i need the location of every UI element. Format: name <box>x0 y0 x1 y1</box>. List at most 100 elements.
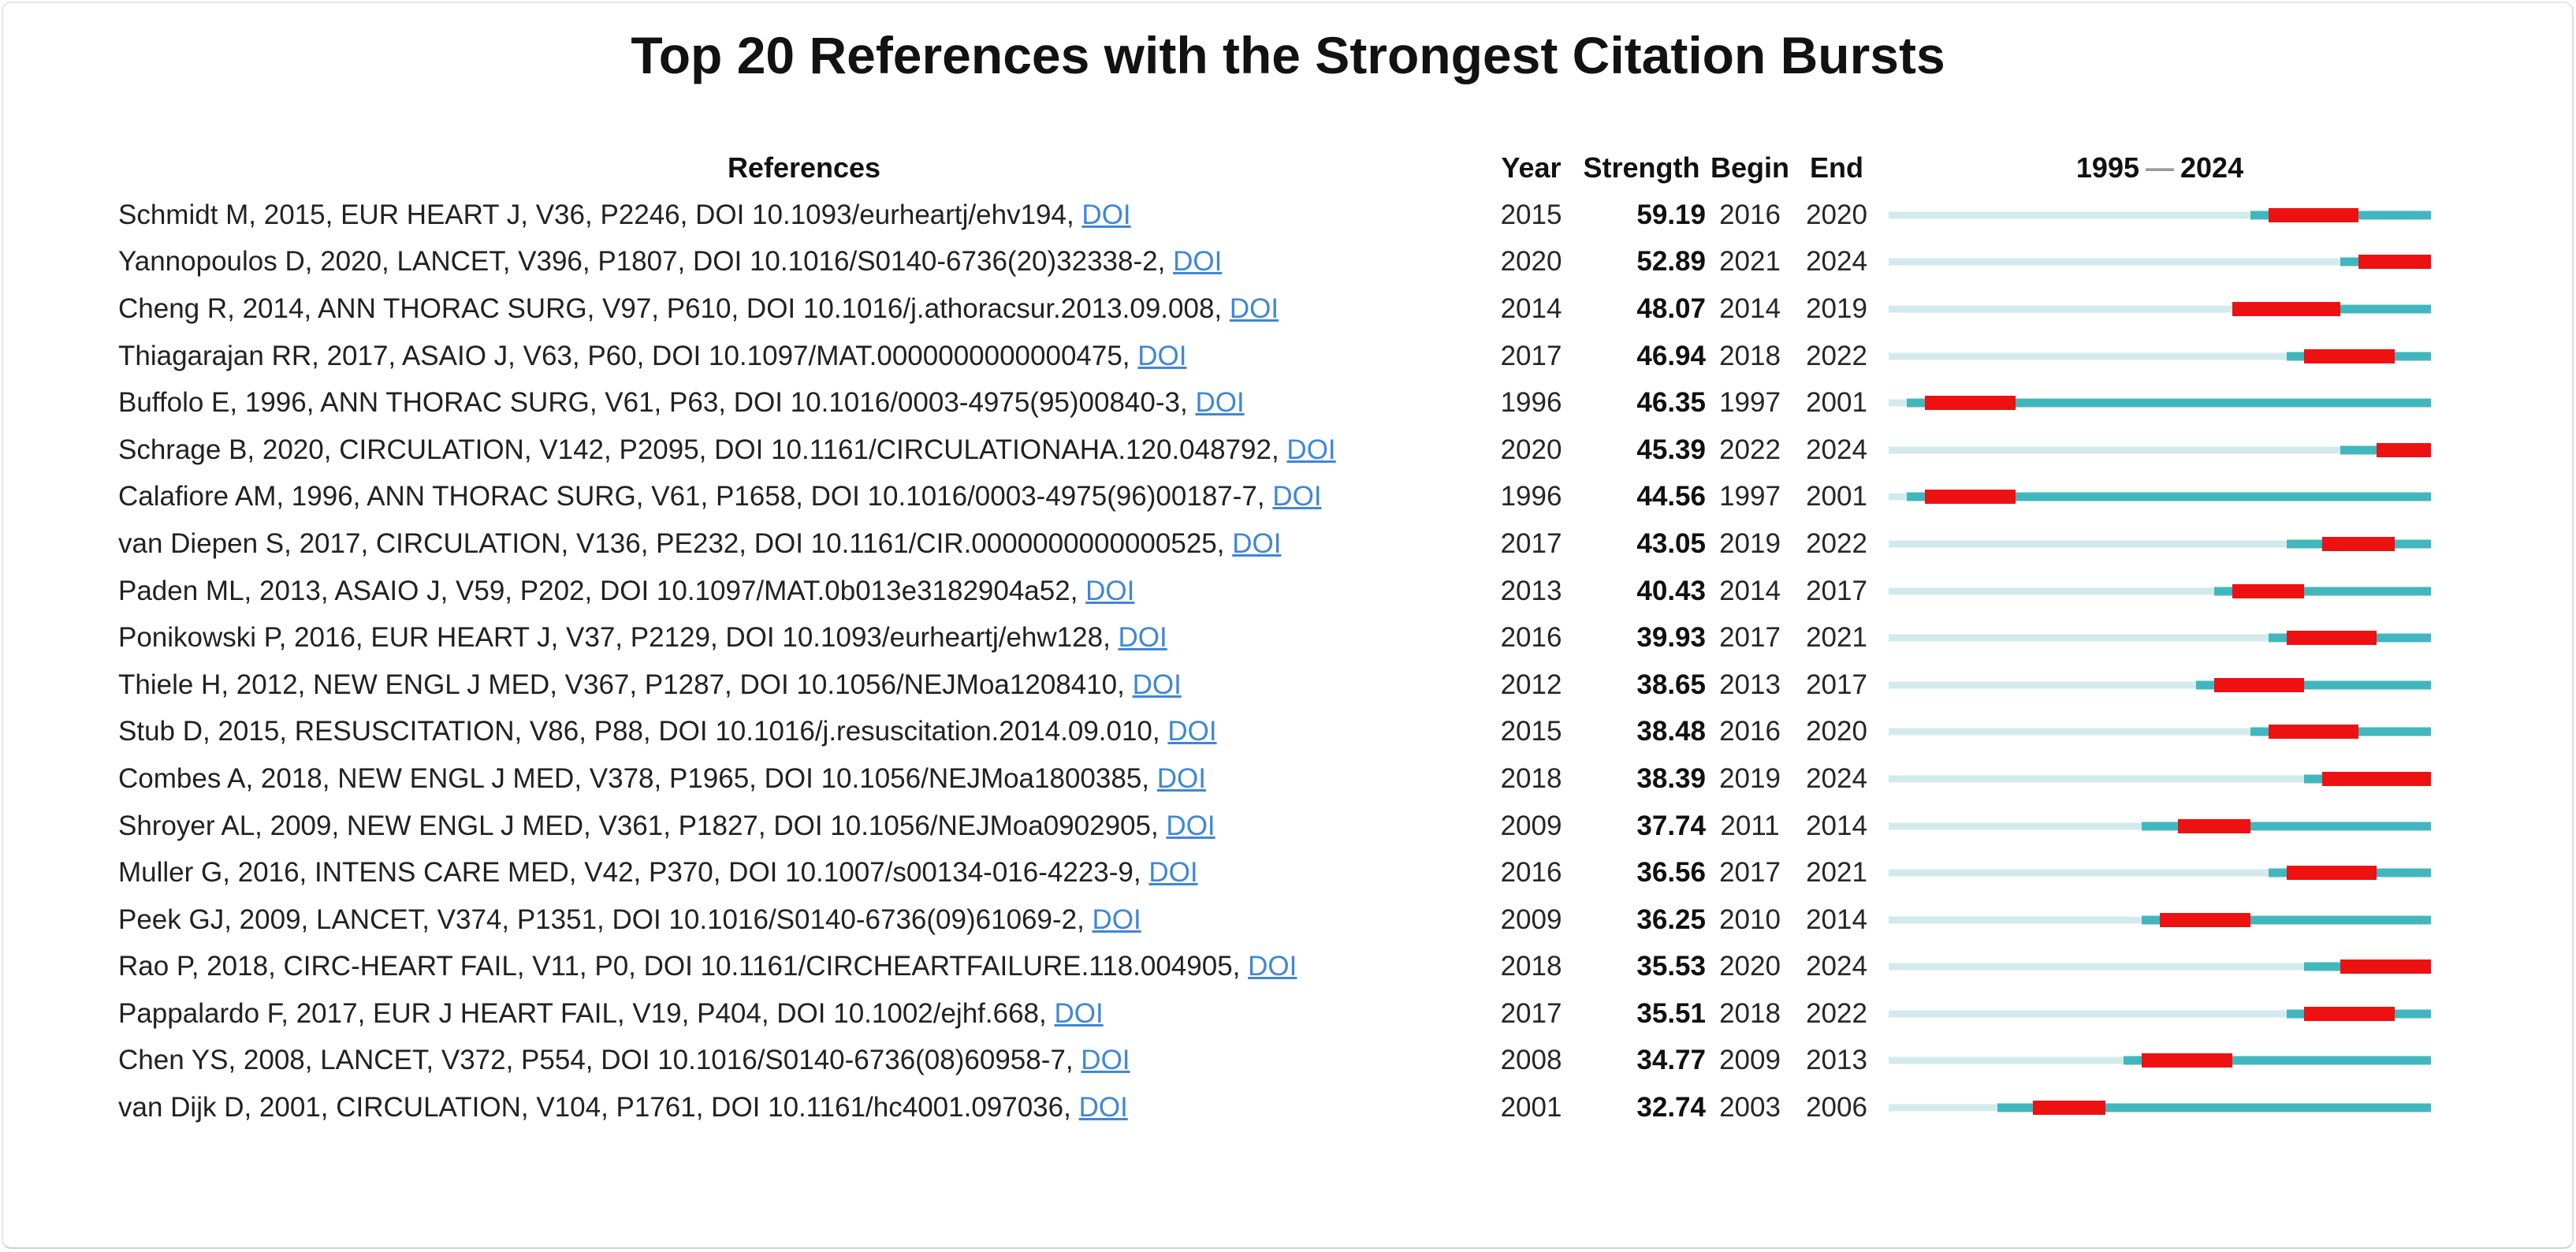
table-row: Chen YS, 2008, LANCET, V372, P554, DOI 1… <box>118 1038 2431 1085</box>
doi-link[interactable]: DOI <box>1166 810 1215 841</box>
doi-link[interactable]: DOI <box>1118 622 1167 654</box>
strength-value: 48.07 <box>1636 293 1706 324</box>
doi-link[interactable]: DOI <box>1286 434 1336 465</box>
doi-link[interactable]: DOI <box>1167 716 1217 747</box>
year-value: 2015 <box>1500 716 1562 747</box>
reference-cell: Thiagarajan RR, 2017, ASAIO J, V63, P60,… <box>118 341 1490 372</box>
end-value: 2006 <box>1806 1092 1867 1123</box>
table-row: Shroyer AL, 2009, NEW ENGL J MED, V361, … <box>118 803 2431 850</box>
reference-citation: Thiagarajan RR, 2017, ASAIO J, V63, P60,… <box>118 340 1138 371</box>
timeline-post-segment <box>2377 868 2431 878</box>
timeline-burst-segment <box>2268 725 2359 740</box>
begin-value: 2019 <box>1719 527 1781 559</box>
begin-value: 2018 <box>1719 340 1781 371</box>
strength-value: 46.94 <box>1636 340 1706 371</box>
timeline-active-segment <box>1997 1103 2034 1112</box>
end-value: 2022 <box>1806 527 1867 559</box>
reference-cell: Yannopoulos D, 2020, LANCET, V396, P1807… <box>118 246 1490 278</box>
begin-value: 2003 <box>1719 1092 1781 1123</box>
timeline-burst-segment <box>2286 631 2377 646</box>
timeline-active-segment <box>1906 398 1925 408</box>
doi-link[interactable]: DOI <box>1229 293 1279 324</box>
timeline-post-segment <box>2395 539 2431 549</box>
doi-link[interactable]: DOI <box>1148 857 1198 889</box>
strength-value: 45.39 <box>1636 434 1706 465</box>
burst-timeline-bar <box>1889 1005 2431 1023</box>
timeline-burst-segment <box>2377 442 2431 457</box>
timeline-burst-segment <box>2358 255 2431 270</box>
burst-timeline-cell <box>1884 818 2431 835</box>
burst-timeline-bar <box>1889 958 2431 975</box>
end-value: 2020 <box>1806 199 1867 230</box>
burst-timeline-cell <box>1884 488 2431 505</box>
end-value: 2022 <box>1806 340 1867 371</box>
end-value: 2024 <box>1806 951 1867 982</box>
reference-cell: Cheng R, 2014, ANN THORAC SURG, V97, P61… <box>118 293 1490 325</box>
strength-value: 43.05 <box>1636 527 1706 559</box>
timeline-range-dash: — <box>2146 151 2174 184</box>
timeline-pre-segment <box>1889 822 2142 830</box>
doi-link[interactable]: DOI <box>1081 1045 1130 1076</box>
reference-citation: Schmidt M, 2015, EUR HEART J, V36, P2246… <box>118 199 1082 230</box>
timeline-burst-segment <box>2232 301 2341 316</box>
begin-value: 1997 <box>1719 481 1781 512</box>
reference-citation: Stub D, 2015, RESUSCITATION, V86, P88, D… <box>118 716 1168 747</box>
timeline-pre-segment <box>1889 1010 2287 1018</box>
year-value: 2009 <box>1500 810 1562 841</box>
doi-link[interactable]: DOI <box>1156 762 1206 794</box>
col-references-header: References <box>727 151 881 184</box>
table-row: Cheng R, 2014, ANN THORAC SURG, V97, P61… <box>118 285 2431 333</box>
burst-timeline-bar <box>1889 864 2431 881</box>
timeline-active-segment <box>2250 727 2269 736</box>
strength-value: 36.56 <box>1636 857 1706 889</box>
doi-link[interactable]: DOI <box>1272 481 1322 512</box>
doi-link[interactable]: DOI <box>1232 527 1282 559</box>
timeline-active-segment <box>2213 587 2232 596</box>
timeline-active-segment <box>1906 492 1925 501</box>
timeline-post-segment <box>2015 398 2431 408</box>
strength-value: 52.89 <box>1636 246 1706 278</box>
burst-timeline-cell <box>1884 629 2431 646</box>
doi-link[interactable]: DOI <box>1137 340 1187 371</box>
end-value: 2024 <box>1806 434 1867 465</box>
timeline-pre-segment <box>1889 1056 2124 1064</box>
timeline-burst-segment <box>2213 677 2305 692</box>
reference-cell: Schrage B, 2020, CIRCULATION, V142, P209… <box>118 434 1490 466</box>
table-row: van Diepen S, 2017, CIRCULATION, V136, P… <box>118 520 2431 568</box>
burst-timeline-cell <box>1884 911 2431 929</box>
reference-citation: Chen YS, 2008, LANCET, V372, P554, DOI 1… <box>118 1045 1081 1076</box>
year-value: 2018 <box>1500 951 1562 982</box>
timeline-active-segment <box>2286 539 2323 549</box>
timeline-pre-segment <box>1889 305 2232 313</box>
year-value: 2016 <box>1500 622 1562 654</box>
doi-link[interactable]: DOI <box>1092 904 1141 935</box>
timeline-burst-segment <box>2304 1006 2395 1021</box>
doi-link[interactable]: DOI <box>1132 669 1182 700</box>
doi-link[interactable]: DOI <box>1248 951 1297 982</box>
doi-link[interactable]: DOI <box>1054 997 1104 1029</box>
year-value: 2020 <box>1500 434 1562 465</box>
begin-value: 2021 <box>1719 246 1781 278</box>
reference-citation: Calafiore AM, 1996, ANN THORAC SURG, V61… <box>118 481 1273 512</box>
timeline-pre-segment <box>1889 258 2341 266</box>
timeline-active-segment <box>2268 868 2287 878</box>
reference-cell: Buffolo E, 1996, ANN THORAC SURG, V61, P… <box>118 387 1490 419</box>
reference-citation: Rao P, 2018, CIRC-HEART FAIL, V11, P0, D… <box>118 951 1249 982</box>
table-row: Paden ML, 2013, ASAIO J, V59, P202, DOI … <box>118 568 2431 615</box>
reference-cell: Stub D, 2015, RESUSCITATION, V86, P88, D… <box>118 716 1490 747</box>
reference-citation: Ponikowski P, 2016, EUR HEART J, V37, P2… <box>118 622 1119 654</box>
timeline-burst-segment <box>2232 583 2305 598</box>
doi-link[interactable]: DOI <box>1078 1092 1128 1123</box>
burst-timeline-bar <box>1889 442 2431 459</box>
reference-cell: van Dijk D, 2001, CIRCULATION, V104, P17… <box>118 1092 1490 1123</box>
end-value: 2017 <box>1806 575 1867 606</box>
burst-timeline-bar <box>1889 629 2431 646</box>
year-value: 2001 <box>1500 1092 1562 1123</box>
doi-link[interactable]: DOI <box>1081 199 1131 230</box>
doi-link[interactable]: DOI <box>1173 246 1223 278</box>
burst-timeline-bar <box>1889 583 2431 600</box>
doi-link[interactable]: DOI <box>1085 575 1135 606</box>
table-row: Combes A, 2018, NEW ENGL J MED, V378, P1… <box>118 755 2431 803</box>
doi-link[interactable]: DOI <box>1195 387 1245 419</box>
table-row: Yannopoulos D, 2020, LANCET, V396, P1807… <box>118 239 2431 286</box>
